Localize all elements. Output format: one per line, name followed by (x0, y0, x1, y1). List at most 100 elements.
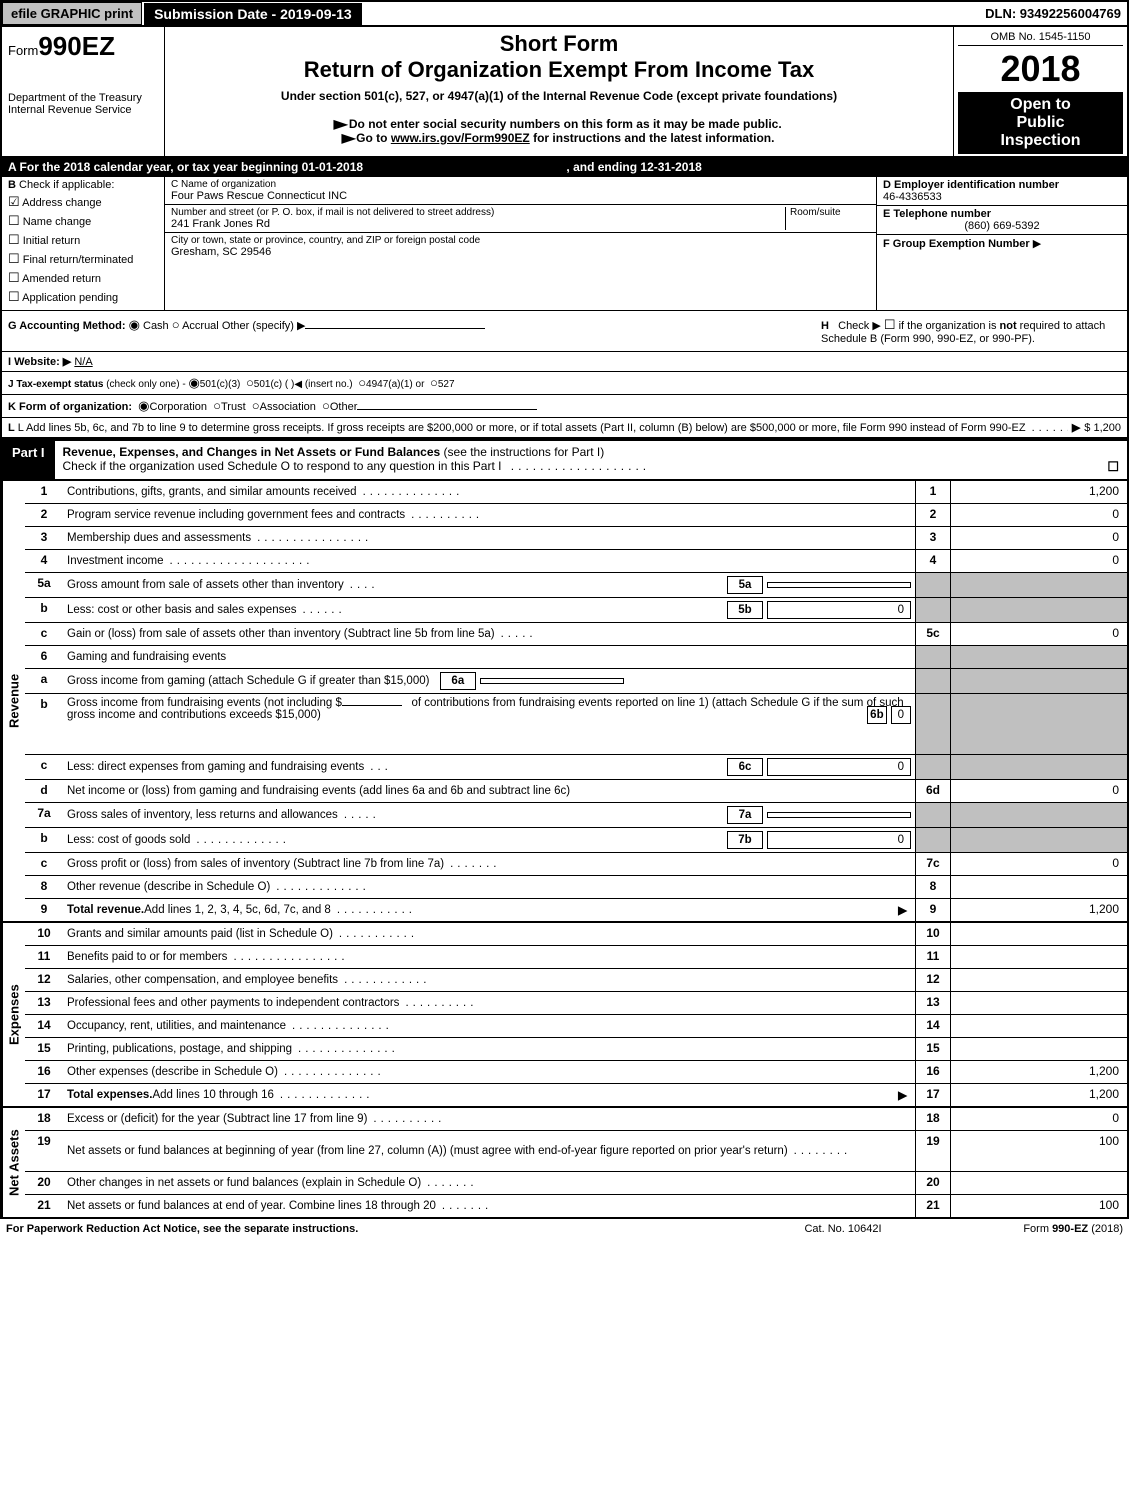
checkbox-icon[interactable]: ☐ (8, 270, 20, 285)
footer-cat: Cat. No. 10642I (743, 1223, 943, 1235)
section-def: D Employer identification number 46-4336… (877, 177, 1127, 310)
checkbox-icon[interactable]: ☐ (8, 251, 20, 266)
arrow-icon: ▶ (898, 1088, 907, 1102)
gross-receipts-value: $ 1,200 (1084, 422, 1121, 434)
line20-value (951, 1172, 1127, 1194)
line7b-value: 0 (767, 831, 911, 849)
radio-other[interactable]: ○ (322, 398, 330, 413)
line21-value: 100 (951, 1195, 1127, 1217)
section-l: L L Add lines 5b, 6c, and 7b to line 9 t… (0, 418, 1129, 439)
line18-value: 0 (951, 1108, 1127, 1130)
line19-value: 100 (951, 1131, 1127, 1171)
goto-prefix: Go to (356, 131, 391, 145)
expenses-side-label: Expenses (2, 923, 25, 1106)
arrow-icon: ▶ (1072, 421, 1080, 434)
line6c-value: 0 (767, 758, 911, 776)
arrow-icon: ▶ (341, 131, 355, 145)
org-city: Gresham, SC 29546 (171, 246, 870, 258)
section-c: C Name of organization Four Paws Rescue … (165, 177, 877, 310)
bcd-grid: B Check if applicable: ☑ Address change … (0, 177, 1129, 311)
section-k: K Form of organization: ◉ Corporation ○ … (0, 395, 1129, 418)
radio-cash[interactable]: ◉ (129, 317, 140, 332)
radio-527[interactable]: ○ (430, 375, 438, 390)
revenue-side-label: Revenue (2, 481, 25, 921)
line3-value: 0 (951, 527, 1127, 549)
radio-4947[interactable]: ○ (358, 375, 366, 390)
radio-501c3[interactable]: ◉ (188, 375, 199, 391)
form-header: Form990EZ Department of the Treasury Int… (0, 27, 1129, 157)
checkbox-h[interactable]: ☐ (884, 317, 896, 332)
checkbox-schedule-o[interactable]: ☐ (1107, 459, 1119, 475)
radio-corp[interactable]: ◉ (138, 398, 149, 414)
goto-link[interactable]: www.irs.gov/Form990EZ (391, 131, 530, 145)
line15-value (951, 1038, 1127, 1060)
radio-accrual[interactable]: ○ (172, 317, 180, 332)
line13-value (951, 992, 1127, 1014)
checkbox-icon[interactable]: ☑ (8, 194, 20, 209)
radio-assoc[interactable]: ○ (252, 398, 260, 413)
submission-date-badge: Submission Date - 2019-09-13 (144, 3, 362, 25)
dots: ............... (1032, 422, 1068, 434)
footer-form: Form 990-EZ (2018) (943, 1223, 1123, 1235)
checkbox-icon[interactable]: ☐ (8, 213, 20, 228)
do-not-text: Do not enter social security numbers on … (349, 117, 782, 131)
radio-trust[interactable]: ○ (213, 398, 221, 413)
under-section-text: Under section 501(c), 527, or 4947(a)(1)… (171, 89, 947, 103)
gh-row: G Accounting Method: ◉ Cash ○ Accrual Ot… (0, 311, 1129, 351)
arrow-icon: ▶ (1033, 238, 1041, 250)
revenue-block: Revenue 1Contributions, gifts, grants, a… (0, 481, 1129, 923)
line16-value: 1,200 (951, 1061, 1127, 1083)
omb-number: OMB No. 1545-1150 (958, 29, 1123, 46)
line11-value (951, 946, 1127, 968)
line14-value (951, 1015, 1127, 1037)
radio-501c[interactable]: ○ (246, 375, 254, 390)
part1-header: Part I Revenue, Expenses, and Changes in… (0, 439, 1129, 481)
expenses-block: Expenses 10Grants and similar amounts pa… (0, 923, 1129, 1108)
netassets-side-label: Net Assets (2, 1108, 25, 1217)
section-i: I Website: ▶ N/A (0, 351, 1129, 371)
fundraising-amount-field[interactable] (342, 705, 402, 706)
org-name: Four Paws Rescue Connecticut INC (171, 190, 870, 202)
line4-value: 0 (951, 550, 1127, 572)
checkbox-icon[interactable]: ☐ (8, 289, 20, 304)
section-j: J Tax-exempt status (check only one) - ◉… (0, 371, 1129, 395)
phone-value: (860) 669-5392 (883, 220, 1121, 232)
line7c-value: 0 (951, 853, 1127, 875)
ein-value: 46-4336533 (883, 191, 1121, 203)
top-bar: efile GRAPHIC print Submission Date - 20… (0, 0, 1129, 27)
form-prefix: Form (8, 43, 38, 58)
line1-value: 1,200 (951, 481, 1127, 503)
section-a-row: A For the 2018 calendar year, or tax yea… (0, 157, 1129, 177)
arrow-icon: ▶ (297, 320, 305, 332)
section-b: B Check if applicable: ☑ Address change … (2, 177, 165, 310)
line5a-value (767, 582, 911, 588)
page-footer: For Paperwork Reduction Act Notice, see … (0, 1219, 1129, 1239)
line6a-value (480, 678, 624, 684)
dln-label: DLN: 93492256004769 (985, 6, 1127, 21)
goto-suffix: for instructions and the latest informat… (530, 131, 775, 145)
website-value: N/A (74, 356, 92, 368)
line5c-value: 0 (951, 623, 1127, 645)
line7a-value (767, 812, 911, 818)
line8-value (951, 876, 1127, 898)
open-public-box: Open to Public Inspection (958, 92, 1123, 154)
line17-value: 1,200 (951, 1084, 1127, 1106)
line9-value: 1,200 (951, 899, 1127, 921)
dept-irs: Internal Revenue Service (8, 104, 158, 116)
line6d-value: 0 (951, 780, 1127, 802)
return-title: Return of Organization Exempt From Incom… (171, 57, 947, 83)
tax-year: 2018 (958, 46, 1123, 92)
checkbox-icon[interactable]: ☐ (8, 232, 20, 247)
dept-treasury: Department of the Treasury (8, 92, 158, 104)
netassets-block: Net Assets 18Excess or (deficit) for the… (0, 1108, 1129, 1219)
other-specify-field[interactable] (305, 328, 485, 329)
form-number: 990EZ (38, 31, 115, 61)
org-street: 241 Frank Jones Rd (171, 218, 785, 230)
efile-print-button[interactable]: efile GRAPHIC print (2, 2, 142, 25)
arrow-icon: ▶ (334, 117, 348, 131)
arrow-icon: ▶ (898, 903, 907, 917)
line10-value (951, 923, 1127, 945)
other-org-field[interactable] (357, 409, 537, 410)
line2-value: 0 (951, 504, 1127, 526)
footer-left: For Paperwork Reduction Act Notice, see … (6, 1223, 743, 1235)
